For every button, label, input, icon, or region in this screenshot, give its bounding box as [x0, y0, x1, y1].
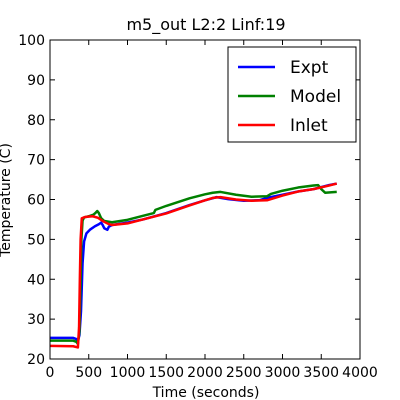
x-tick-label: 3500	[303, 365, 339, 381]
y-axis-ticks: 20 30 40 50 60 70 80 90 100	[18, 33, 360, 368]
y-tick-label: 50	[27, 232, 45, 248]
y-tick-label: 100	[18, 33, 45, 49]
legend: Expt Model Inlet	[227, 46, 357, 143]
y-tick-label: 70	[27, 153, 45, 169]
y-tick-label: 90	[27, 73, 45, 89]
x-tick-label: 0	[46, 365, 55, 381]
legend-label-expt: Expt	[290, 58, 329, 78]
y-tick-label: 30	[27, 312, 45, 328]
legend-label-inlet: Inlet	[290, 116, 328, 136]
chart-title: m5_out L2:2 Linf:19	[126, 15, 285, 35]
series-line-expt	[50, 182, 338, 343]
x-axis-label: Time (seconds)	[152, 385, 260, 400]
x-tick-label: 1000	[110, 365, 146, 381]
x-tick-label: 2000	[187, 365, 223, 381]
x-tick-label: 3000	[265, 365, 301, 381]
y-tick-label: 80	[27, 113, 45, 129]
x-tick-label: 4000	[342, 365, 378, 381]
legend-label-model: Model	[290, 87, 341, 107]
series-lines	[49, 182, 338, 349]
y-axis-label: Temperature (C)	[0, 143, 14, 258]
y-tick-label: 20	[27, 352, 45, 368]
x-tick-label: 500	[75, 365, 102, 381]
y-tick-label: 60	[27, 193, 45, 209]
x-axis-ticks: 0 500 1000 1500 2000 2500 3000 3500 4000	[46, 40, 378, 381]
x-tick-label: 1500	[148, 365, 184, 381]
x-tick-label: 2500	[226, 365, 262, 381]
y-tick-label: 40	[27, 272, 45, 288]
series-line-inlet	[49, 182, 338, 349]
